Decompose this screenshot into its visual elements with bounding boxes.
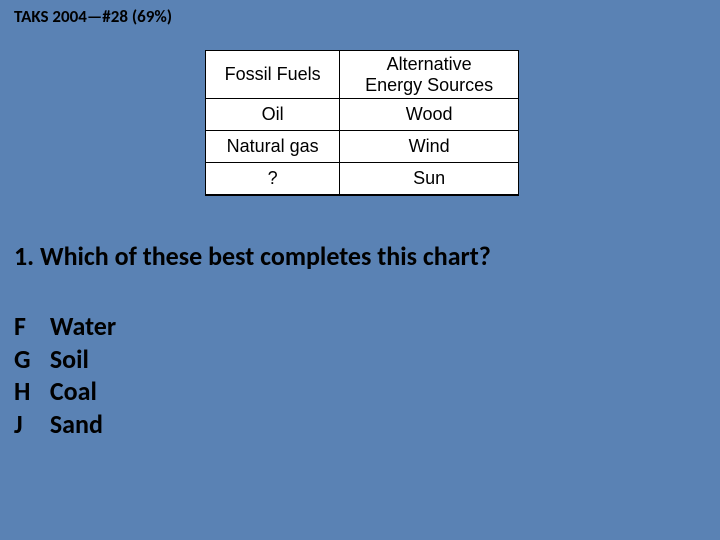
header-line1: Alternative <box>387 54 472 74</box>
energy-table-container: Fossil Fuels Alternative Energy Sources … <box>205 50 519 196</box>
choice-letter: G <box>14 343 44 376</box>
choice-text: Water <box>50 310 116 342</box>
table-cell: ? <box>206 163 340 195</box>
table-row: ? Sun <box>206 163 519 195</box>
table-row: Oil Wood <box>206 99 519 131</box>
answer-choices: F Water G Soil H Coal J Sand <box>14 310 116 440</box>
choice-letter: H <box>14 375 44 408</box>
choice-f: F Water <box>14 310 116 343</box>
choice-text: Sand <box>50 408 103 440</box>
choice-text: Coal <box>50 375 97 407</box>
choice-text: Soil <box>50 343 89 375</box>
question-text: 1. Which of these best completes this ch… <box>14 240 491 272</box>
table-header-cell: Fossil Fuels <box>206 51 340 99</box>
table-cell: Sun <box>340 163 519 195</box>
table-row: Natural gas Wind <box>206 131 519 163</box>
table-cell: Wind <box>340 131 519 163</box>
choice-g: G Soil <box>14 343 116 376</box>
table-cell: Oil <box>206 99 340 131</box>
energy-table: Fossil Fuels Alternative Energy Sources … <box>205 50 519 195</box>
table-cell: Natural gas <box>206 131 340 163</box>
table-cell: Wood <box>340 99 519 131</box>
slide-header: TAKS 2004—#28 (69%) <box>14 6 172 27</box>
table-header-cell: Alternative Energy Sources <box>340 51 519 99</box>
choice-letter: J <box>14 408 44 441</box>
choice-letter: F <box>14 310 44 343</box>
choice-h: H Coal <box>14 375 116 408</box>
choice-j: J Sand <box>14 408 116 441</box>
table-header-row: Fossil Fuels Alternative Energy Sources <box>206 51 519 99</box>
header-line2: Energy Sources <box>365 75 493 95</box>
